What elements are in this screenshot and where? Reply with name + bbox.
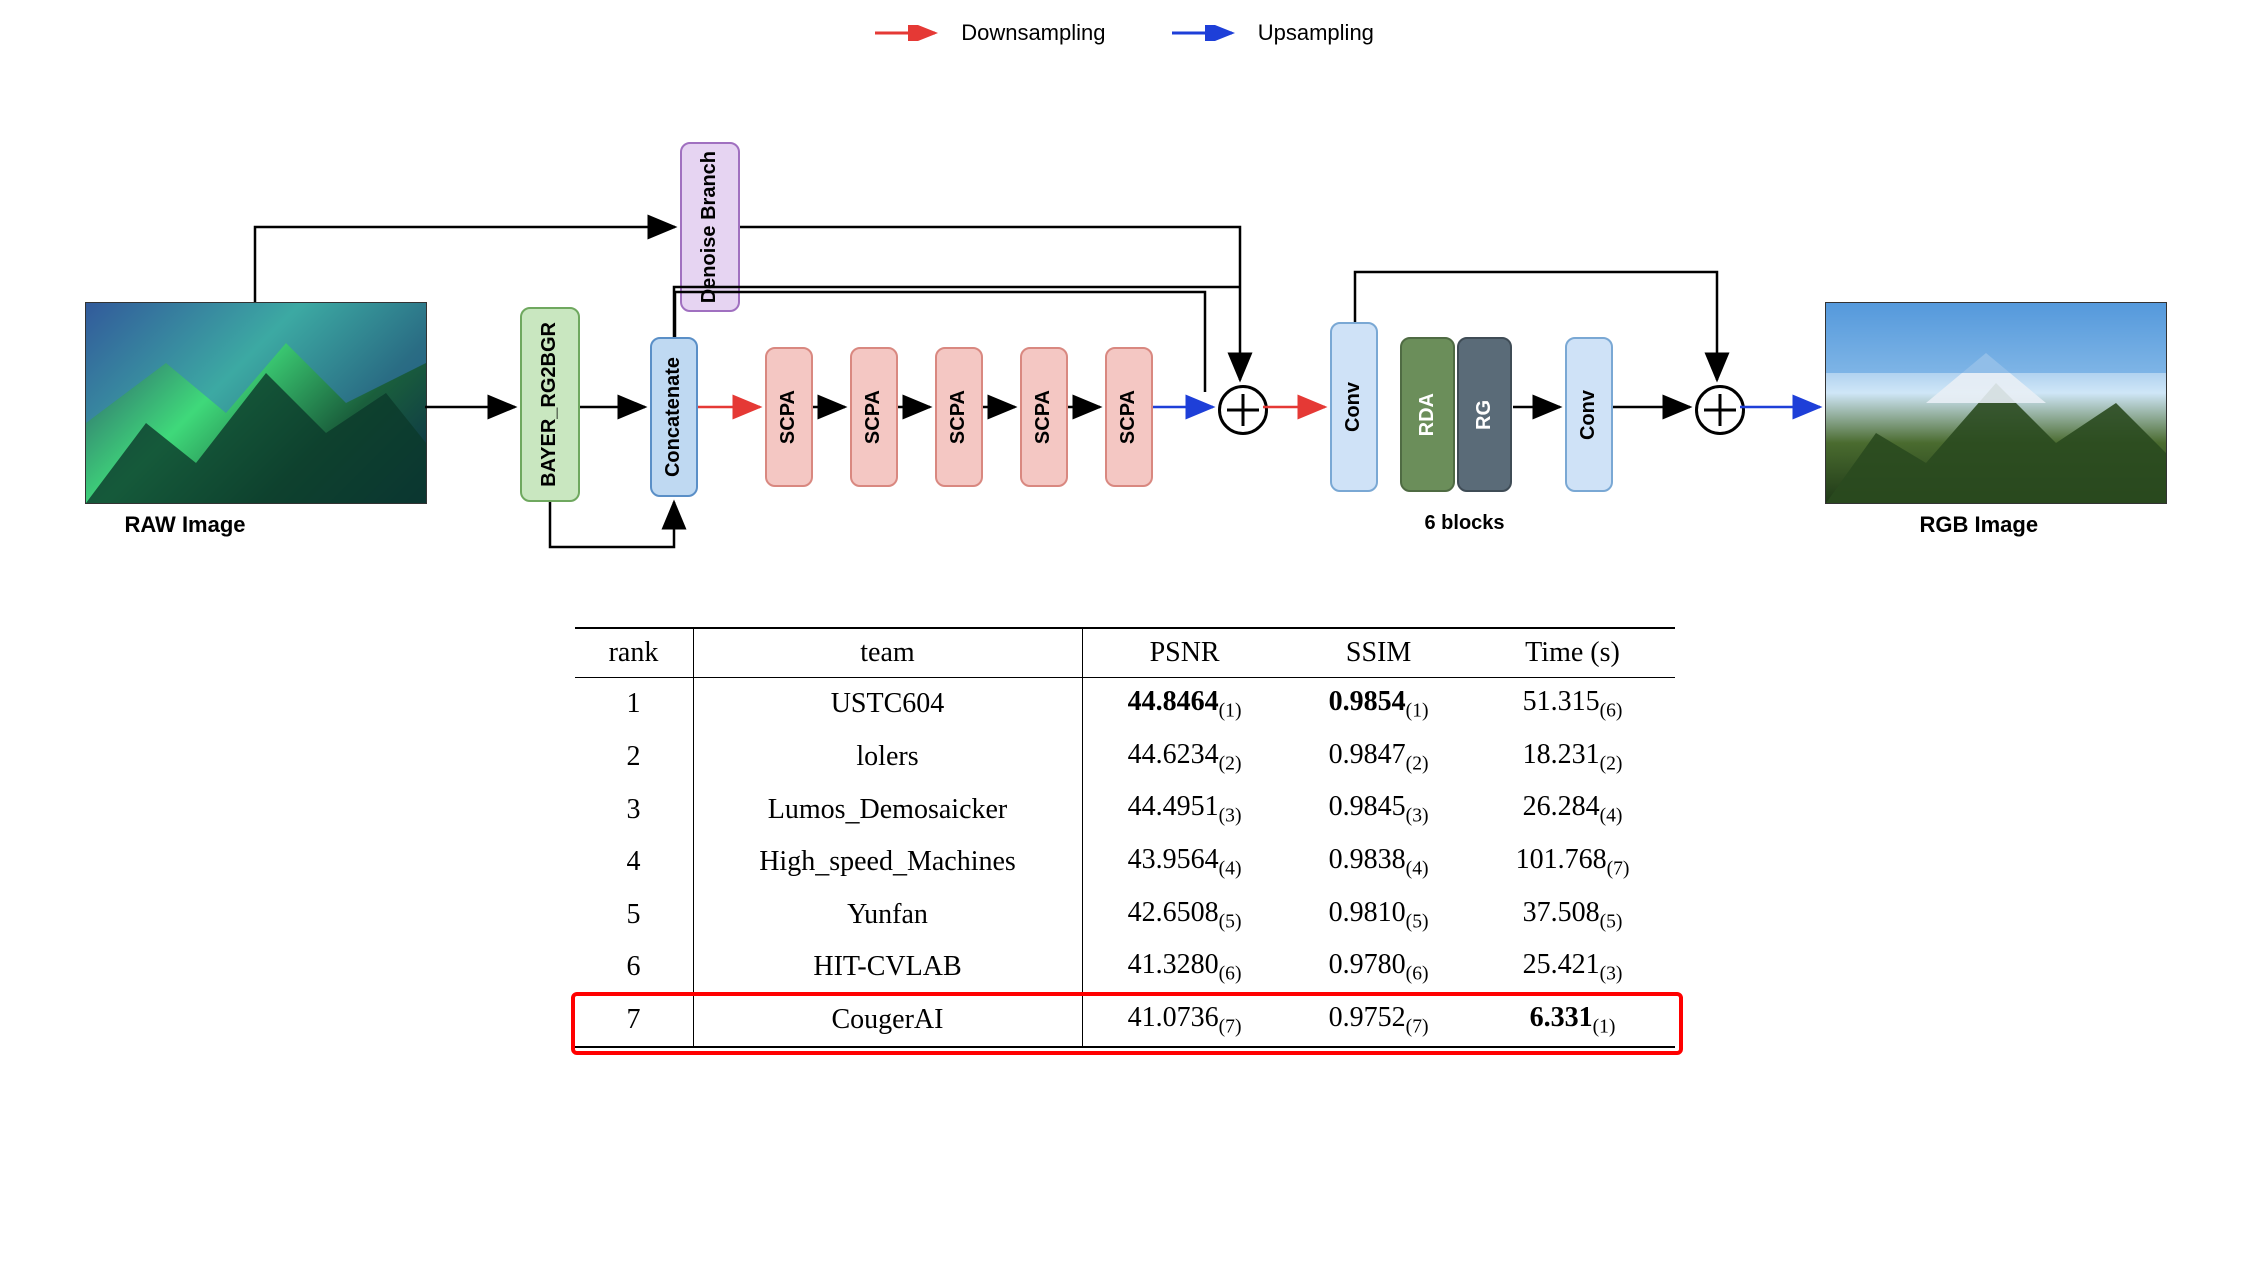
bayer-label: BAYER_RG2BGR [538, 322, 561, 487]
scpa-block-2: SCPA [850, 347, 898, 487]
scpa-label: SCPA [947, 390, 970, 444]
table-cell: 41.0736(7) [1082, 994, 1287, 1048]
legend-upsampling-label: Upsampling [1258, 20, 1374, 45]
bayer-block: BAYER_RG2BGR [520, 307, 580, 502]
rgb-image-caption: RGB Image [1920, 512, 2039, 538]
conv1-label: Conv [1342, 382, 1365, 432]
col-ssim: SSIM [1287, 628, 1471, 678]
table-row: 4High_speed_Machines43.9564(4)0.9838(4)1… [575, 836, 1675, 889]
add-node-2 [1695, 385, 1745, 435]
scpa-block-3: SCPA [935, 347, 983, 487]
table-header-row: rank team PSNR SSIM Time (s) [575, 628, 1675, 678]
legend-downsampling: Downsampling [875, 20, 1105, 47]
rg-block: RG [1457, 337, 1512, 492]
upsampling-arrow-icon [1172, 21, 1242, 47]
table-row: 1USTC60444.8464(1)0.9854(1)51.315(6) [575, 678, 1675, 731]
table-cell: 0.9838(4) [1287, 836, 1471, 889]
table-cell: 0.9780(6) [1287, 941, 1471, 994]
table-cell: 44.4951(3) [1082, 783, 1287, 836]
raw-image [85, 302, 427, 504]
table-cell: 1 [575, 678, 694, 731]
table-cell: CougerAI [693, 994, 1082, 1048]
scpa-label: SCPA [862, 390, 885, 444]
table-cell: USTC604 [693, 678, 1082, 731]
table-cell: 0.9854(1) [1287, 678, 1471, 731]
rg-label: RG [1473, 400, 1496, 430]
scpa-label: SCPA [1032, 390, 1055, 444]
col-rank: rank [575, 628, 694, 678]
table-cell: 2 [575, 731, 694, 784]
table-cell: 6.331(1) [1471, 994, 1675, 1048]
table-cell: 0.9810(5) [1287, 889, 1471, 942]
legend-downsampling-label: Downsampling [961, 20, 1105, 45]
table-body: 1USTC60444.8464(1)0.9854(1)51.315(6)2lol… [575, 678, 1675, 1048]
table-cell: 101.768(7) [1471, 836, 1675, 889]
raw-image-caption: RAW Image [125, 512, 246, 538]
table-cell: 25.421(3) [1471, 941, 1675, 994]
table-cell: 3 [575, 783, 694, 836]
rgb-image [1825, 302, 2167, 504]
results-table-wrap: rank team PSNR SSIM Time (s) 1USTC60444.… [575, 627, 1675, 1048]
conv-block-2: Conv [1565, 337, 1613, 492]
table-cell: 26.284(4) [1471, 783, 1675, 836]
conv-block-1: Conv [1330, 322, 1378, 492]
scpa-label: SCPA [1117, 390, 1140, 444]
table-cell: 6 [575, 941, 694, 994]
table-cell: 44.6234(2) [1082, 731, 1287, 784]
table-cell: 41.3280(6) [1082, 941, 1287, 994]
concatenate-block: Concatenate [650, 337, 698, 497]
table-cell: Yunfan [693, 889, 1082, 942]
table-row: 7CougerAI41.0736(7)0.9752(7)6.331(1) [575, 994, 1675, 1048]
table-cell: Lumos_Demosaicker [693, 783, 1082, 836]
table-cell: 0.9752(7) [1287, 994, 1471, 1048]
table-cell: 42.6508(5) [1082, 889, 1287, 942]
table-cell: 5 [575, 889, 694, 942]
table-cell: HIT-CVLAB [693, 941, 1082, 994]
conv2-label: Conv [1577, 390, 1600, 440]
concatenate-label: Concatenate [662, 357, 685, 477]
table-cell: 0.9845(3) [1287, 783, 1471, 836]
six-blocks-caption: 6 blocks [1425, 512, 1505, 535]
add-node-1 [1218, 385, 1268, 435]
table-row: 5Yunfan42.6508(5)0.9810(5)37.508(5) [575, 889, 1675, 942]
results-table: rank team PSNR SSIM Time (s) 1USTC60444.… [575, 627, 1675, 1048]
col-time: Time (s) [1471, 628, 1675, 678]
table-cell: High_speed_Machines [693, 836, 1082, 889]
rda-block: RDA [1400, 337, 1455, 492]
table-cell: 44.8464(1) [1082, 678, 1287, 731]
table-cell: lolers [693, 731, 1082, 784]
scpa-label: SCPA [777, 390, 800, 444]
scpa-block-1: SCPA [765, 347, 813, 487]
table-cell: 51.315(6) [1471, 678, 1675, 731]
denoise-branch-block: Denoise Branch [680, 142, 740, 312]
table-row: 2lolers44.6234(2)0.9847(2)18.231(2) [575, 731, 1675, 784]
table-row: 6HIT-CVLAB41.3280(6)0.9780(6)25.421(3) [575, 941, 1675, 994]
denoise-branch-label: Denoise Branch [698, 151, 721, 303]
table-cell: 0.9847(2) [1287, 731, 1471, 784]
table-row: 3Lumos_Demosaicker44.4951(3)0.9845(3)26.… [575, 783, 1675, 836]
downsampling-arrow-icon [875, 21, 945, 47]
table-cell: 18.231(2) [1471, 731, 1675, 784]
col-team: team [693, 628, 1082, 678]
table-cell: 43.9564(4) [1082, 836, 1287, 889]
table-cell: 7 [575, 994, 694, 1048]
col-psnr: PSNR [1082, 628, 1287, 678]
scpa-block-4: SCPA [1020, 347, 1068, 487]
architecture-diagram: RAW Image RGB Image Denoise Branch BAYER… [25, 87, 2225, 607]
legend: Downsampling Upsampling [25, 20, 2225, 47]
figure-container: Downsampling Upsampling RAW Image [25, 20, 2225, 1048]
rda-label: RDA [1416, 393, 1439, 436]
table-cell: 4 [575, 836, 694, 889]
table-cell: 37.508(5) [1471, 889, 1675, 942]
scpa-block-5: SCPA [1105, 347, 1153, 487]
legend-upsampling: Upsampling [1172, 20, 1374, 47]
